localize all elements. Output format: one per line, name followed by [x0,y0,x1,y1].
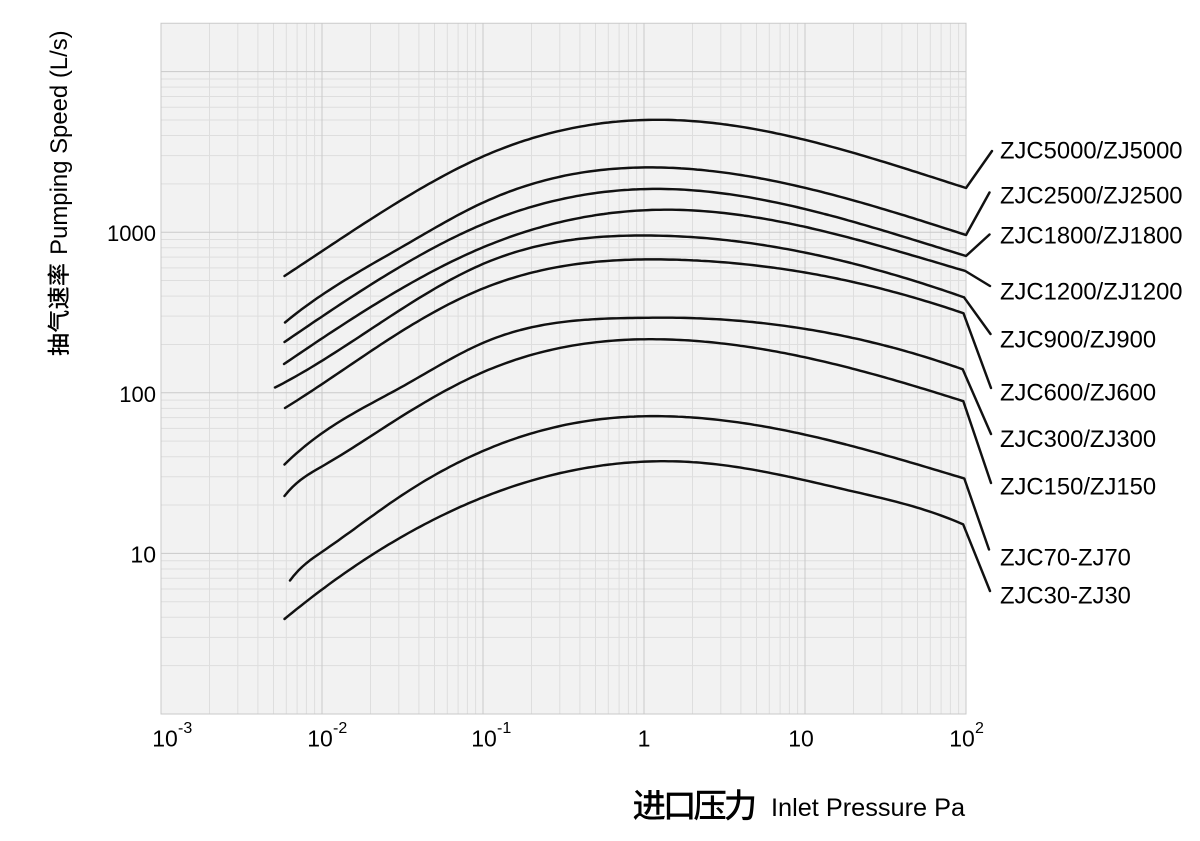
svg-text:2: 2 [975,720,984,737]
svg-text:ZJC5000/ZJ5000: ZJC5000/ZJ5000 [1000,137,1183,164]
svg-text:ZJC900/ZJ900: ZJC900/ZJ900 [1000,326,1156,353]
svg-text:1: 1 [638,726,651,752]
svg-text:ZJC600/ZJ600: ZJC600/ZJ600 [1000,379,1156,406]
svg-text:1000: 1000 [107,221,156,246]
svg-text:ZJC1800/ZJ1800: ZJC1800/ZJ1800 [1000,222,1183,249]
svg-text:-3: -3 [178,720,192,737]
svg-text:10: 10 [307,726,333,752]
svg-text:10: 10 [130,541,156,567]
svg-text:10: 10 [471,726,497,752]
svg-text:ZJC1200/ZJ1200: ZJC1200/ZJ1200 [1000,278,1183,305]
svg-text:ZJC2500/ZJ2500: ZJC2500/ZJ2500 [1000,182,1183,209]
svg-text:10: 10 [949,726,975,752]
svg-text:Pumping Speed (L/s): Pumping Speed (L/s) [46,30,73,254]
svg-text:ZJC70-ZJ70: ZJC70-ZJ70 [1000,544,1131,571]
svg-text:Inlet Pressure Pa: Inlet Pressure Pa [771,794,966,822]
svg-text:-2: -2 [333,720,347,737]
svg-text:ZJC30-ZJ30: ZJC30-ZJ30 [1000,582,1131,609]
svg-text:-1: -1 [497,720,511,737]
svg-text:ZJC150/ZJ150: ZJC150/ZJ150 [1000,473,1156,500]
svg-text:10: 10 [788,726,814,752]
svg-text:ZJC300/ZJ300: ZJC300/ZJ300 [1000,426,1156,453]
svg-text:10: 10 [152,726,178,752]
svg-text:100: 100 [119,382,156,407]
